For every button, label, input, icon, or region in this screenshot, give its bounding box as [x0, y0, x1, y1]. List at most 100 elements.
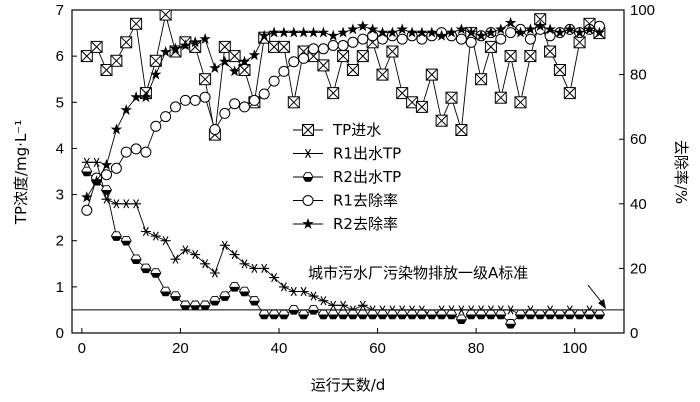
- data-point: [209, 124, 221, 135]
- data-point: [347, 309, 359, 320]
- data-point: [110, 123, 123, 135]
- data-point: [288, 305, 300, 315]
- y2-axis-title: 去除率/%: [672, 140, 690, 204]
- data-point: [396, 33, 408, 45]
- reference-arrow: [587, 284, 606, 309]
- data-point: [110, 54, 123, 67]
- data-point: [150, 231, 162, 241]
- data-point: [574, 309, 586, 320]
- data-point: [337, 309, 349, 320]
- data-point: [534, 309, 546, 320]
- legend-item: R1去除率: [293, 192, 398, 210]
- x-axis-title: 运行天数/d: [311, 376, 386, 394]
- y2-tick-label: 40: [630, 196, 647, 213]
- data-point: [544, 30, 556, 42]
- data-point: [593, 309, 605, 320]
- data-point: [367, 30, 379, 42]
- data-point: [386, 309, 398, 320]
- x-axis: 0 20 40 60 80 100: [78, 328, 587, 357]
- data-point: [544, 45, 557, 58]
- data-point: [475, 73, 488, 86]
- data-point: [357, 33, 369, 45]
- data-point: [573, 36, 586, 49]
- data-point: [120, 104, 132, 115]
- data-point: [170, 101, 181, 113]
- series-3: [81, 166, 605, 329]
- data-point: [268, 75, 280, 87]
- y2-tick-label: 80: [630, 67, 647, 84]
- data-point: [337, 40, 349, 51]
- data-point: [317, 295, 329, 306]
- data-point: [81, 157, 93, 168]
- data-point: [485, 309, 497, 320]
- data-point: [554, 309, 566, 320]
- data-point: [327, 300, 339, 311]
- data-point: [288, 286, 300, 297]
- data-point: [377, 33, 388, 45]
- legend-item: R2出水TP: [293, 168, 401, 186]
- data-point: [376, 68, 389, 81]
- data-point: [455, 124, 468, 136]
- data-point: [307, 26, 320, 38]
- data-point: [160, 286, 172, 297]
- data-point: [297, 26, 310, 38]
- data-point: [396, 87, 409, 100]
- data-point: [179, 300, 191, 311]
- y-tick-label: 0: [56, 325, 64, 342]
- data-point: [415, 100, 428, 113]
- data-point: [189, 300, 201, 311]
- x-tick-label: 0: [78, 340, 86, 357]
- data-point: [101, 185, 112, 195]
- data-point: [248, 49, 261, 61]
- data-point: [100, 64, 113, 76]
- data-point: [317, 43, 329, 55]
- data-point: [238, 64, 251, 76]
- data-point: [357, 300, 369, 311]
- data-point: [248, 263, 260, 274]
- data-point: [179, 94, 191, 106]
- x-tick-label: 20: [172, 340, 189, 357]
- data-point: [81, 166, 93, 177]
- data-point: [357, 309, 369, 320]
- data-point: [120, 198, 132, 209]
- data-point: [337, 50, 350, 63]
- data-point: [100, 159, 113, 170]
- data-point: [160, 235, 172, 246]
- data-point: [258, 309, 270, 320]
- data-point: [446, 309, 457, 320]
- reference-line-label: 城市污水厂污染物排放一级A标准: [308, 264, 528, 282]
- data-point: [327, 40, 339, 51]
- x-tick-label: 100: [562, 340, 587, 357]
- data-point: [307, 291, 320, 301]
- data-point: [81, 204, 93, 216]
- series-5: [81, 16, 606, 203]
- data-point: [308, 305, 319, 315]
- data-point: [159, 10, 172, 21]
- data-point: [199, 73, 212, 86]
- data-point: [130, 143, 142, 155]
- data-point: [465, 36, 477, 48]
- data-point: [287, 96, 300, 109]
- data-point: [504, 50, 517, 63]
- data-point: [494, 91, 507, 104]
- data-point: [495, 23, 507, 35]
- y-tick-label: 2: [56, 233, 64, 250]
- data-point: [396, 23, 408, 35]
- data-point: [229, 282, 241, 292]
- data-point: [160, 111, 172, 123]
- data-point: [524, 50, 537, 63]
- data-point: [268, 309, 280, 320]
- data-point: [298, 309, 310, 320]
- data-point: [199, 91, 211, 103]
- data-point: [317, 26, 330, 38]
- data-point: [475, 309, 487, 320]
- data-point: [90, 40, 103, 53]
- data-point: [515, 309, 526, 320]
- data-point: [248, 94, 260, 106]
- data-point: [229, 98, 241, 110]
- data-point: [544, 309, 556, 320]
- x-tick-label: 80: [468, 340, 485, 357]
- data-point: [327, 29, 339, 41]
- data-point: [140, 146, 152, 158]
